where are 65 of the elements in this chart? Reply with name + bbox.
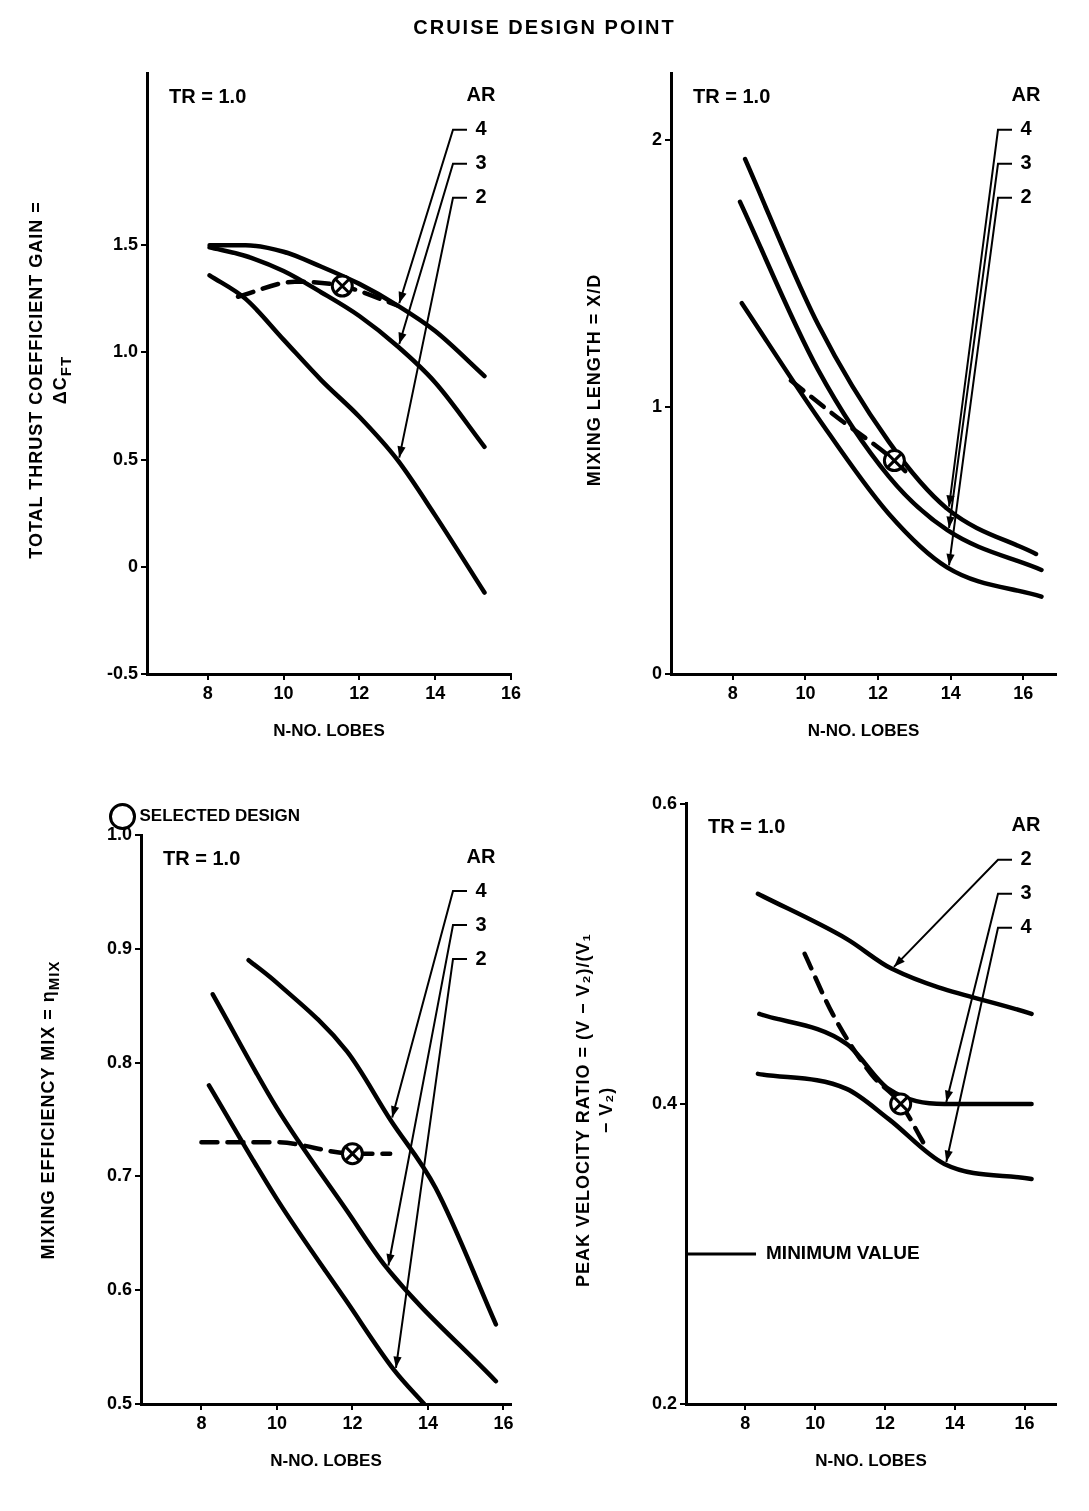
text: 4 <box>1020 117 1033 140</box>
y-tick-label: 0.8 <box>106 1051 133 1072</box>
chart-title: CRUISE DESIGN POINT <box>412 16 677 39</box>
y-tick-label: -0.5 <box>106 662 139 683</box>
x-tick-label: 14 <box>944 1412 965 1433</box>
text: 4 <box>1020 915 1033 938</box>
x-tick-label: 14 <box>425 682 446 703</box>
text: 4 <box>475 878 488 901</box>
legend-title: AR <box>466 844 496 867</box>
y-tick-label: 0.6 <box>651 792 678 813</box>
annotation: TR = 1.0 <box>708 815 786 838</box>
y-tick-label: 0.4 <box>651 1092 678 1113</box>
x-tick-label: 14 <box>417 1412 438 1433</box>
x-tick-label: 10 <box>795 682 816 703</box>
text: 3 <box>1020 151 1032 174</box>
annotation: TR = 1.0 <box>169 85 247 108</box>
text: 3 <box>475 912 487 935</box>
x-tick-label: 8 <box>740 1412 751 1433</box>
text: 3 <box>1020 881 1032 904</box>
x-tick-label: 8 <box>196 1412 207 1433</box>
y-tick-label: 1 <box>652 396 663 417</box>
x-axis-title: N-NO. LOBES <box>807 721 920 741</box>
y-tick-label: 0.7 <box>106 1165 133 1186</box>
x-tick-label: 14 <box>940 682 961 703</box>
x-tick-label: 16 <box>1014 1412 1035 1433</box>
y-axis-title: PEAK VELOCITY RATIO = (V − V₂)/(V₁ − V₂) <box>571 932 617 1289</box>
x-axis-title: N-NO. LOBES <box>270 1451 382 1471</box>
x-tick-label: 10 <box>273 682 294 703</box>
text: 2 <box>475 185 487 208</box>
x-axis-title: N-NO. LOBES <box>273 721 385 741</box>
legend-title: AR <box>1011 813 1041 836</box>
y-tick-label: 2 <box>652 129 663 150</box>
x-tick-label: 10 <box>805 1412 826 1433</box>
x-tick-label: 10 <box>266 1412 287 1433</box>
y-tick-label: 0.9 <box>106 937 133 958</box>
annotation: TR = 1.0 <box>693 85 771 108</box>
y-tick-label: 1.5 <box>112 234 139 255</box>
ref-line-label: MINIMUM VALUE <box>766 1242 920 1264</box>
text: 2 <box>1020 185 1032 208</box>
y-tick-label: 0.6 <box>106 1279 133 1300</box>
x-tick-label: 16 <box>500 682 522 703</box>
y-axis-title: MIXING LENGTH = X/D <box>583 273 606 487</box>
x-tick-label: 16 <box>493 1412 514 1433</box>
text: 3 <box>475 151 487 174</box>
y-tick-label: 1.0 <box>112 341 139 362</box>
y-tick-label: 0.2 <box>651 1392 678 1413</box>
y-tick-label: 0 <box>128 555 139 576</box>
x-tick-label: 12 <box>868 682 889 703</box>
x-tick-label: 12 <box>874 1412 895 1433</box>
y-tick-label: 0.5 <box>112 448 139 469</box>
text: 2 <box>475 946 487 969</box>
x-tick-label: 12 <box>349 682 370 703</box>
x-axis-title: N-NO. LOBES <box>815 1451 927 1471</box>
legend-title: AR <box>1011 83 1041 106</box>
legend-label: SELECTED DESIGN <box>139 806 301 826</box>
x-tick-label: 8 <box>727 682 738 703</box>
text: 2 <box>1020 847 1032 870</box>
annotation: TR = 1.0 <box>163 846 241 869</box>
y-tick-label: 0.5 <box>106 1392 133 1413</box>
y-tick-label: 0 <box>652 662 663 683</box>
x-tick-label: 12 <box>342 1412 363 1433</box>
x-tick-label: 16 <box>1013 682 1034 703</box>
x-tick-label: 8 <box>202 682 213 703</box>
text: 4 <box>475 117 488 140</box>
legend-title: AR <box>466 83 496 106</box>
